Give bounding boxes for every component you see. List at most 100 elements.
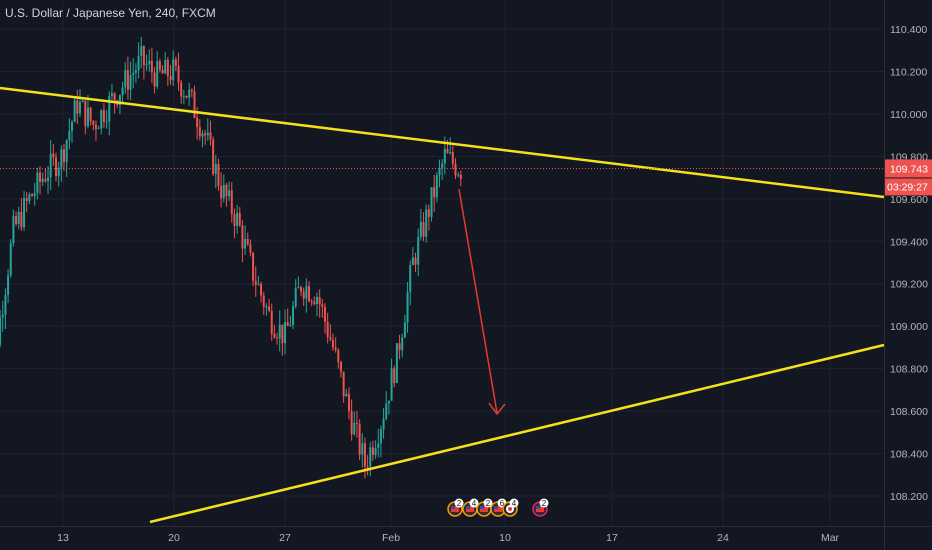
candle-body: [52, 153, 55, 158]
candle-body: [118, 94, 121, 106]
candle-down: [55, 152, 58, 182]
candle-up: [132, 58, 135, 89]
candle-body: [36, 172, 39, 193]
event-marker[interactable]: 6: [490, 498, 507, 517]
candle-body: [33, 192, 36, 197]
last-price-box: [885, 159, 932, 178]
candle-up: [385, 391, 388, 421]
event-count-badge: [483, 498, 493, 508]
flag-canton: [466, 506, 470, 509]
candle-up: [449, 137, 452, 155]
candle-body: [326, 321, 329, 337]
candle-body: [289, 324, 292, 326]
candle-body: [270, 310, 273, 334]
candle-body: [401, 337, 404, 351]
candle-up: [41, 172, 44, 186]
candle-body: [281, 324, 284, 344]
candle-body: [129, 75, 132, 90]
candle-up: [353, 411, 356, 436]
candle-up: [417, 228, 420, 277]
candle-body: [443, 148, 446, 164]
candle-up: [1, 300, 4, 332]
candle-down: [363, 437, 366, 479]
candle-body: [331, 339, 334, 348]
y-tick-label: 110.400: [890, 24, 927, 36]
y-tick-label: 109.400: [890, 236, 928, 248]
candle-down: [249, 239, 252, 257]
candle-body: [158, 61, 161, 70]
candle-body: [47, 177, 50, 182]
candle-down: [166, 57, 169, 86]
x-tick-label: 10: [499, 532, 511, 544]
projection-arrow-head: [488, 402, 506, 416]
candle-up: [305, 278, 308, 313]
candle-up: [49, 139, 52, 191]
candle-body: [41, 179, 44, 182]
candle-down: [246, 232, 249, 246]
event-count: 2: [486, 499, 491, 508]
candle-body: [153, 72, 156, 87]
candle-body: [276, 337, 279, 339]
candle-body: [273, 333, 276, 338]
candle-body: [353, 422, 356, 435]
candle-up: [438, 159, 441, 188]
event-marker[interactable]: 2: [476, 498, 493, 517]
candle-up: [110, 83, 113, 101]
candle-body: [110, 93, 113, 97]
candle-up: [70, 120, 73, 143]
candle-down: [339, 360, 342, 378]
candle-down: [52, 144, 55, 166]
candle-body: [31, 194, 34, 197]
candle-down: [321, 299, 324, 318]
event-marker[interactable]: 2: [532, 498, 549, 517]
candle-body: [339, 361, 342, 372]
candle-body: [310, 301, 313, 303]
candle-down: [44, 168, 47, 184]
y-tick-label: 109.000: [890, 321, 928, 333]
candle-down: [185, 95, 188, 99]
candle-up: [377, 428, 380, 458]
candle-up: [17, 206, 20, 230]
candle-down: [414, 252, 417, 273]
y-tick-label: 108.200: [890, 491, 928, 503]
candle-up: [7, 269, 10, 304]
candle-up: [36, 167, 39, 200]
candle-up: [292, 300, 295, 330]
candle-down: [459, 170, 462, 187]
candle-body: [329, 336, 332, 340]
event-marker[interactable]: 2: [447, 498, 464, 517]
candle-body: [20, 211, 23, 228]
candle-down: [241, 220, 244, 263]
event-marker[interactable]: 4: [502, 498, 519, 517]
candle-down: [102, 103, 105, 129]
last-price-tag: 109.743 03:29:27: [885, 159, 932, 196]
candle-body: [403, 322, 406, 338]
flag-sun: [508, 507, 512, 511]
candle-down: [212, 136, 215, 176]
candle-up: [68, 118, 71, 150]
candle-body: [17, 211, 20, 224]
candle-body: [385, 403, 388, 419]
candle-down: [270, 303, 273, 341]
candle-down: [76, 89, 79, 124]
candle-body: [214, 163, 217, 174]
candle-body: [7, 275, 10, 295]
candle-body: [86, 107, 89, 127]
candle-up: [214, 155, 217, 189]
event-marker[interactable]: 4: [462, 498, 479, 517]
candle-down: [233, 208, 236, 239]
candle-body: [302, 291, 305, 299]
candle-down: [158, 58, 161, 73]
candle-body: [382, 418, 385, 430]
candle-body: [230, 190, 233, 215]
flag-canton: [494, 506, 498, 509]
candle-down: [347, 387, 350, 420]
candle-body: [244, 239, 247, 249]
candle-body: [161, 69, 164, 74]
candle-up: [28, 192, 31, 205]
symbol-title[interactable]: U.S. Dollar / Japanese Yen, 240, FXCM: [5, 6, 216, 20]
candle-body: [126, 70, 129, 90]
